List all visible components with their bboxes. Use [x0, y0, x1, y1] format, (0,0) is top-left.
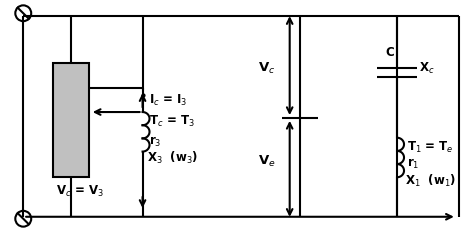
Text: r$_1$: r$_1$	[407, 157, 419, 171]
Text: X$_c$: X$_c$	[419, 61, 435, 76]
Text: V$_e$: V$_e$	[258, 154, 275, 169]
Text: X$_1$  (w$_1$): X$_1$ (w$_1$)	[405, 173, 456, 189]
Text: I$_c$ = I$_3$: I$_c$ = I$_3$	[148, 93, 187, 108]
Text: C: C	[385, 46, 394, 59]
Text: V$_c$: V$_c$	[258, 61, 275, 76]
Text: T$_1$ = T$_e$: T$_1$ = T$_e$	[407, 140, 454, 155]
Text: T$_c$ = T$_3$: T$_c$ = T$_3$	[148, 114, 194, 129]
Text: X$_3$  (w$_3$): X$_3$ (w$_3$)	[146, 149, 198, 166]
Text: r$_3$: r$_3$	[148, 135, 161, 149]
Bar	[53, 63, 89, 177]
Text: V$_c$ = V$_3$: V$_c$ = V$_3$	[56, 184, 104, 199]
